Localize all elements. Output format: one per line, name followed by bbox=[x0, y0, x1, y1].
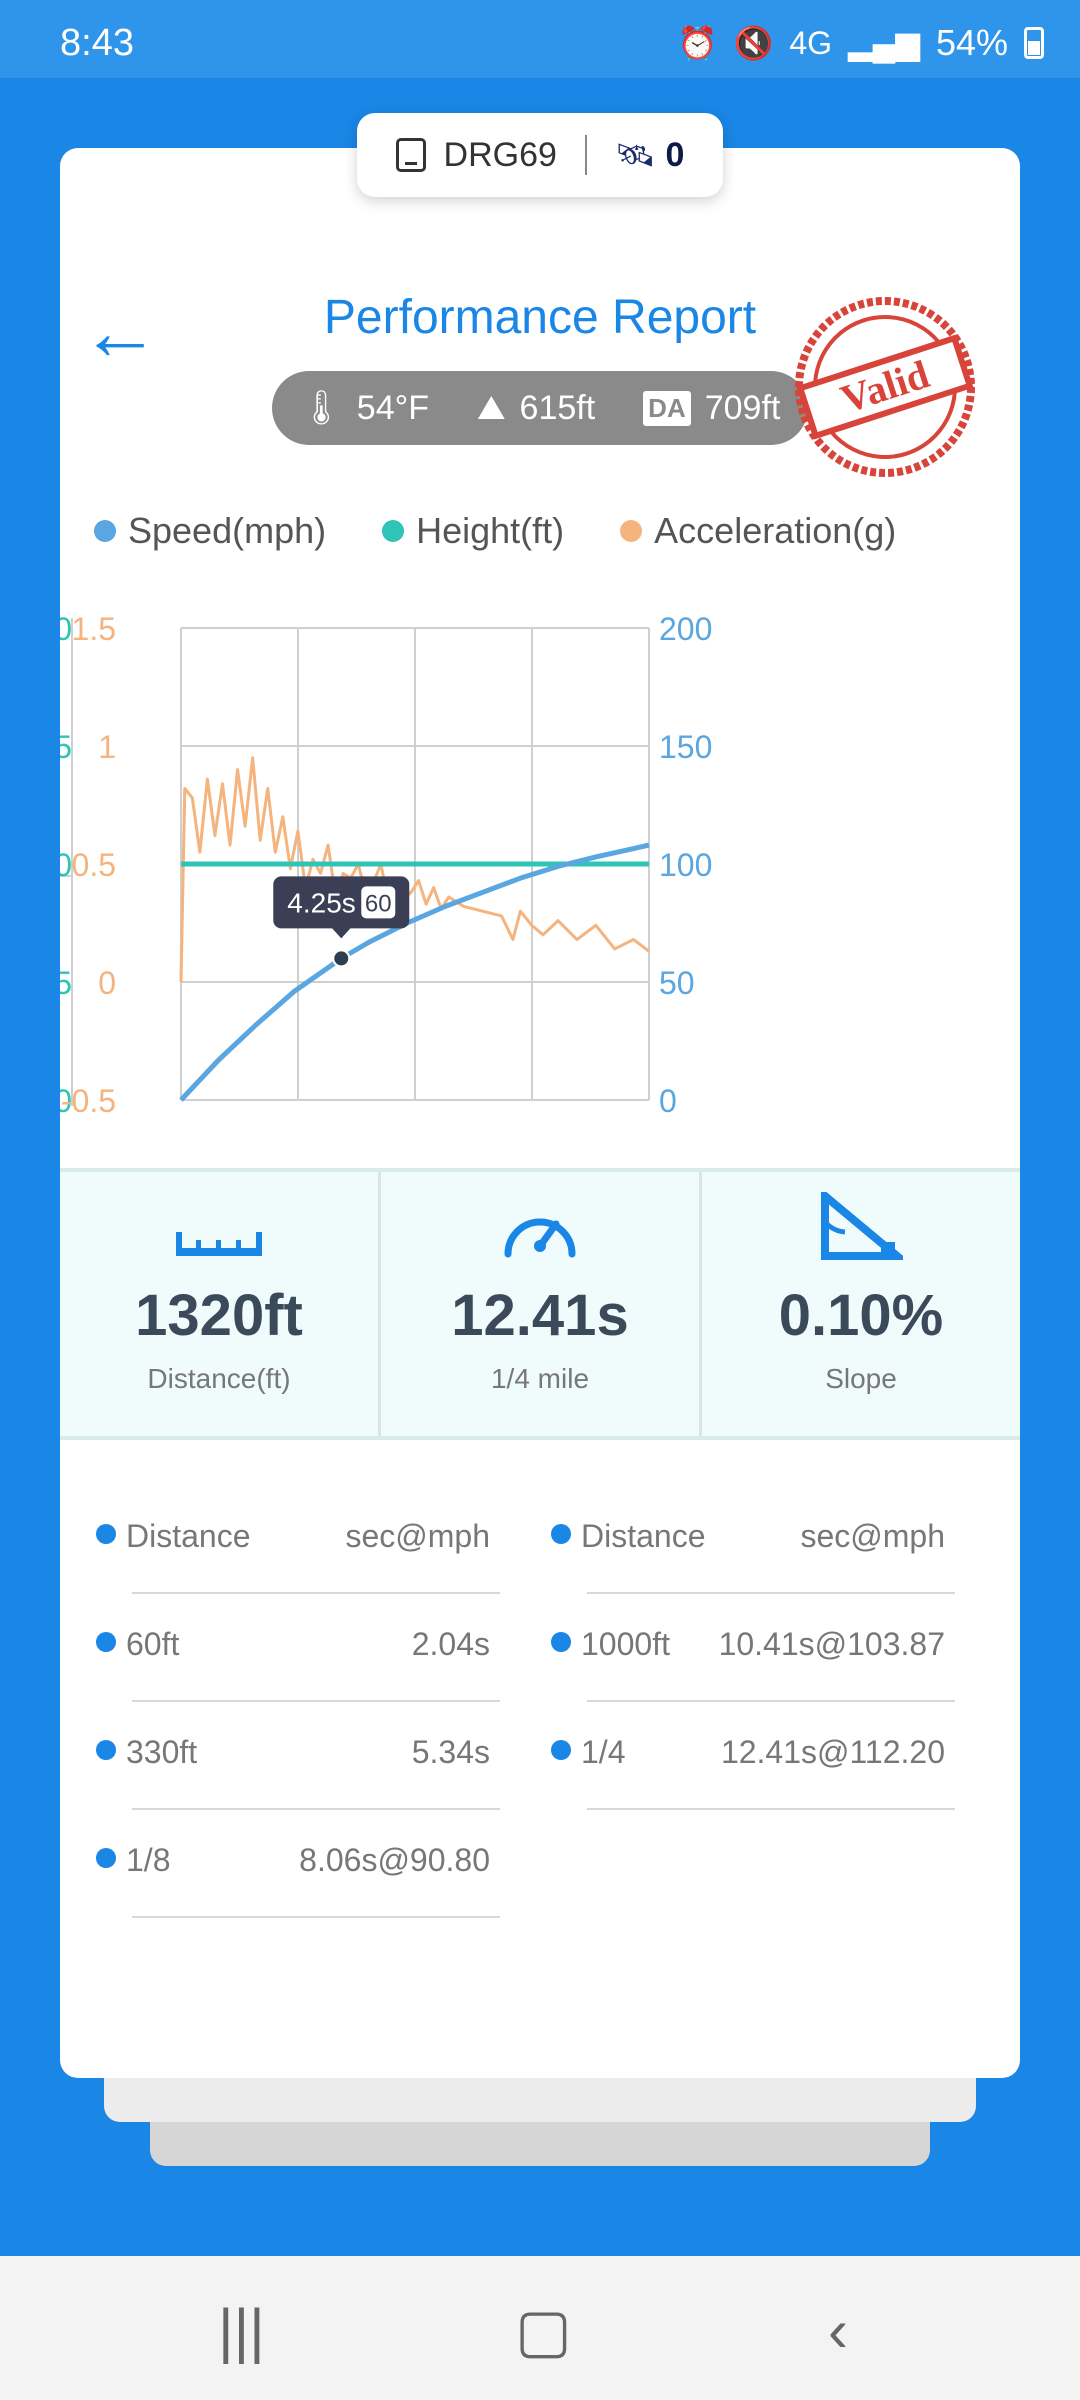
legend-dot bbox=[382, 520, 405, 542]
row-key: 1/8 bbox=[126, 1842, 171, 1878]
stat-quarter-mile: 12.41s 1/4 mile bbox=[381, 1172, 702, 1436]
legend-dot bbox=[620, 520, 643, 542]
row-key: 1/4 bbox=[581, 1734, 626, 1770]
satellite-count: 0 bbox=[665, 135, 685, 174]
network-label: 4G bbox=[789, 24, 833, 61]
card-stack-shadow bbox=[104, 2070, 976, 2122]
stat-value: 0.10% bbox=[778, 1283, 944, 1348]
tick-label: 0.5 bbox=[72, 847, 116, 883]
row-key: Distance bbox=[581, 1518, 706, 1554]
tooltip-point bbox=[332, 949, 351, 968]
stat-value: 1320ft bbox=[135, 1283, 303, 1348]
tick-label: -0.5 bbox=[61, 1083, 116, 1119]
ruler-icon bbox=[60, 1172, 378, 1262]
device-chip[interactable]: DRG69 🛰 0 bbox=[357, 113, 723, 197]
nav-back-icon[interactable]: ‹ bbox=[828, 2297, 848, 2364]
phone-icon bbox=[395, 138, 426, 172]
tooltip-time: 4.25s bbox=[287, 887, 356, 918]
stat-label: Slope bbox=[825, 1363, 897, 1394]
table-row: 60ft 2.04s bbox=[60, 1598, 500, 1706]
results-column-left: Distance sec@mph 60ft 2.04s 330ft 5.34s 1/8… bbox=[60, 1490, 500, 1922]
row-value: 8.06s@90.80 bbox=[299, 1842, 490, 1878]
status-icons: ⏰ 🔇 4G ▂▄▆ 54% bbox=[678, 22, 1044, 64]
tooltip-pointer bbox=[331, 927, 352, 939]
results-column-right: Distance sec@mph 1000ft 10.41s@103.87 1/4 1… bbox=[515, 1490, 955, 1814]
row-value: 2.04s bbox=[411, 1626, 490, 1662]
legend-item-height[interactable]: Height(ft) bbox=[382, 510, 564, 552]
row-value: 12.41s@112.20 bbox=[720, 1734, 945, 1770]
row-value: 10.41s@103.87 bbox=[718, 1626, 945, 1662]
stat-slope: 0.10% Slope bbox=[702, 1172, 1020, 1436]
table-row: 1/8 8.06s@90.80 bbox=[60, 1814, 500, 1922]
stat-value: 12.41s bbox=[451, 1283, 629, 1348]
legend-dot bbox=[94, 520, 116, 542]
stat-label: Distance(ft) bbox=[147, 1363, 291, 1394]
stat-distance: 1320ft Distance(ft) bbox=[60, 1172, 381, 1436]
density-altitude: 709ft bbox=[704, 388, 781, 427]
mute-icon: 🔇 bbox=[733, 25, 774, 61]
altitude: 615ft bbox=[519, 388, 596, 427]
chart-legend: Speed(mph) Height(ft) Acceleration(g) bbox=[94, 510, 896, 552]
table-row: 330ft 5.34s bbox=[60, 1706, 500, 1814]
performance-chart[interactable]: 50250-25-501.510.50-0.52001501005004.25s… bbox=[60, 580, 1020, 1120]
table-row: 1/4 12.41s@112.20 bbox=[515, 1706, 955, 1814]
tick-label: 0 bbox=[98, 965, 116, 1001]
row-value: 5.34s bbox=[411, 1734, 490, 1770]
legend-label: Acceleration(g) bbox=[654, 510, 897, 551]
table-row: 1000ft 10.41s@103.87 bbox=[515, 1598, 955, 1706]
tick-label: 0 bbox=[60, 847, 72, 883]
status-bar: 8:43 ⏰ 🔇 4G ▂▄▆ 54% bbox=[0, 0, 1080, 78]
signal-icon: ▂▄▆ bbox=[848, 25, 920, 61]
tooltip-value: 60 bbox=[365, 890, 392, 917]
tick-label: 100 bbox=[659, 847, 712, 883]
row-key: Distance bbox=[126, 1518, 251, 1554]
legend-item-acceleration[interactable]: Acceleration(g) bbox=[620, 510, 896, 552]
row-key: 1000ft bbox=[581, 1626, 670, 1662]
stats-panel: 1320ft Distance(ft) 12.41s 1/4 mile 0.10… bbox=[60, 1168, 1020, 1440]
tick-label: 0 bbox=[659, 1083, 677, 1119]
tick-label: 50 bbox=[659, 965, 695, 1001]
tooltip-value-badge bbox=[361, 886, 396, 919]
satellite-icon: 🛰 bbox=[614, 137, 656, 173]
table-row: Distance sec@mph bbox=[515, 1490, 955, 1598]
tick-label: 1 bbox=[98, 729, 116, 765]
table-row: Distance sec@mph bbox=[60, 1490, 500, 1598]
page-title: Performance Report bbox=[323, 291, 757, 344]
legend-item-speed[interactable]: Speed(mph) bbox=[94, 510, 326, 552]
back-arrow-icon[interactable]: ← bbox=[80, 287, 160, 376]
legend-label: Height(ft) bbox=[416, 510, 565, 551]
device-name: DRG69 bbox=[443, 135, 557, 174]
battery-icon bbox=[1024, 27, 1044, 59]
recent-apps-icon[interactable]: ||| bbox=[218, 2297, 265, 2364]
home-icon[interactable]: ▢ bbox=[515, 2297, 572, 2364]
row-value: sec@mph bbox=[345, 1518, 490, 1554]
system-nav-bar: ||| ▢ ‹ bbox=[0, 2256, 1080, 2400]
tick-label: 1.5 bbox=[72, 611, 116, 647]
tick-label: 50 bbox=[60, 611, 72, 647]
row-value: sec@mph bbox=[800, 1518, 945, 1554]
stat-label: 1/4 mile bbox=[490, 1363, 590, 1394]
alarm-icon: ⏰ bbox=[677, 25, 718, 61]
weather-pill: 🌡 54°F ⛰ 615ft DA 709ft bbox=[272, 371, 808, 445]
divider bbox=[584, 135, 587, 175]
status-time: 8:43 bbox=[60, 22, 134, 64]
slope-icon bbox=[702, 1172, 1020, 1262]
row-key: 330ft bbox=[126, 1734, 198, 1770]
da-badge: DA bbox=[643, 390, 691, 426]
tick-label: 150 bbox=[659, 729, 712, 765]
battery-percent: 54% bbox=[935, 22, 1008, 63]
speedometer-icon bbox=[381, 1172, 699, 1262]
thermometer-icon: 🌡 bbox=[299, 389, 343, 427]
tick-label: -25 bbox=[60, 965, 72, 1001]
report-card bbox=[60, 148, 1020, 2078]
temperature: 54°F bbox=[356, 388, 429, 427]
tick-label: 200 bbox=[659, 611, 712, 647]
valid-stamp: Valid bbox=[795, 297, 975, 477]
tick-label: 25 bbox=[60, 729, 72, 765]
legend-label: Speed(mph) bbox=[128, 510, 327, 551]
row-key: 60ft bbox=[126, 1626, 180, 1662]
mountain-icon: ⛰ bbox=[476, 388, 506, 427]
tick-label: -50 bbox=[60, 1083, 72, 1119]
